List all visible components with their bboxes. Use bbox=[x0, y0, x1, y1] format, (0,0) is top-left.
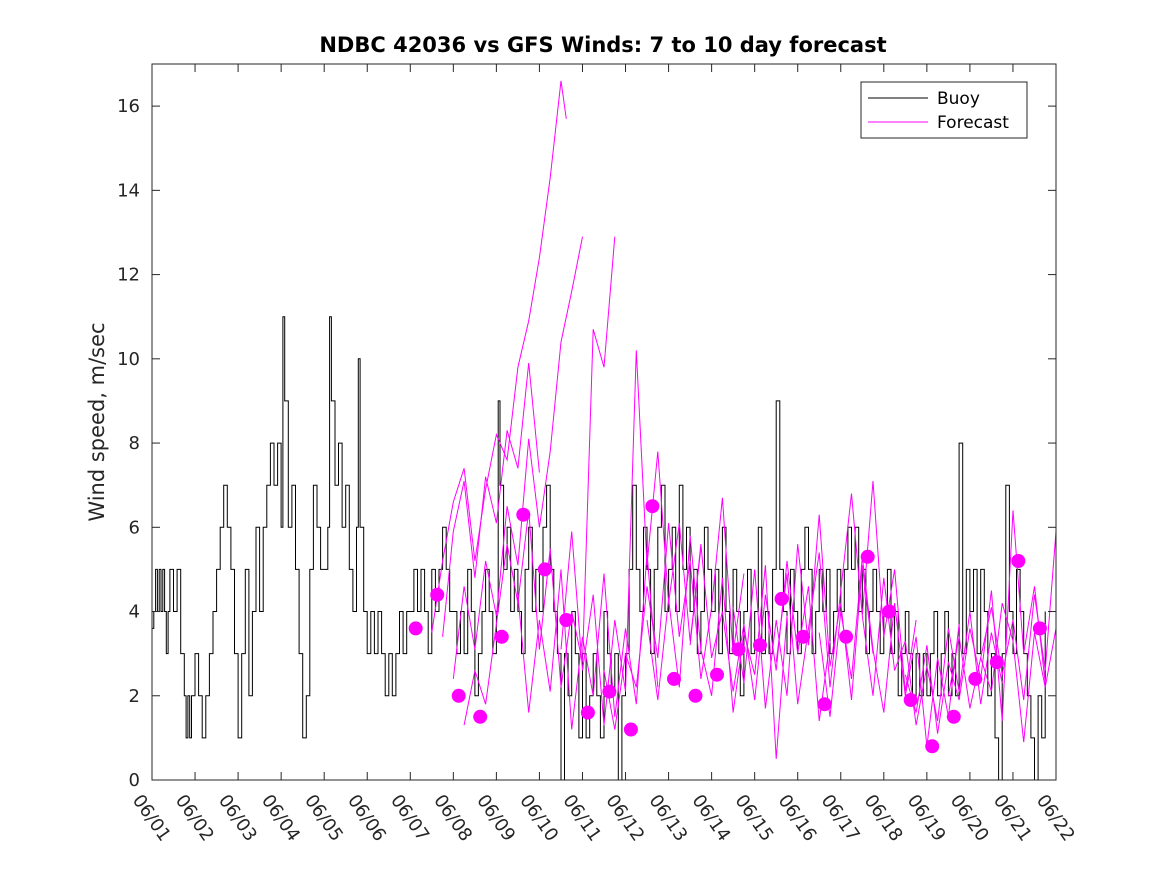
y-tick-label: 6 bbox=[129, 517, 140, 538]
forecast-marker bbox=[408, 621, 423, 636]
forecast-marker bbox=[430, 587, 445, 602]
forecast-marker bbox=[710, 667, 724, 682]
forecast-marker bbox=[817, 697, 832, 712]
forecast-marker bbox=[494, 629, 509, 644]
forecast-line bbox=[517, 552, 659, 730]
forecast-line bbox=[442, 362, 540, 637]
chart-title: NDBC 42036 vs GFS Winds: 7 to 10 day for… bbox=[319, 33, 886, 57]
forecast-line bbox=[980, 602, 1056, 743]
forecast-marker bbox=[753, 638, 767, 653]
forecast-line bbox=[603, 497, 745, 730]
y-tick-label: 16 bbox=[117, 96, 140, 117]
y-tick-label: 10 bbox=[117, 349, 140, 370]
legend-box bbox=[860, 81, 1028, 139]
forecast-marker bbox=[731, 642, 746, 657]
y-tick-label: 8 bbox=[129, 433, 140, 454]
forecast-line bbox=[431, 80, 567, 633]
forecast-marker bbox=[602, 684, 617, 699]
forecast-marker bbox=[559, 613, 574, 627]
data-layer bbox=[152, 80, 1056, 780]
y-tick-label: 0 bbox=[129, 770, 140, 791]
forecast-marker bbox=[537, 562, 552, 577]
forecast-marker bbox=[968, 671, 983, 686]
forecast-line bbox=[904, 510, 1046, 734]
forecast-marker bbox=[623, 722, 638, 737]
forecast-marker bbox=[451, 688, 466, 703]
forecast-line bbox=[947, 531, 1056, 709]
forecast-marker bbox=[839, 629, 854, 644]
forecast-marker bbox=[882, 604, 897, 619]
forecast-marker bbox=[796, 629, 811, 644]
forecast-marker bbox=[473, 709, 488, 724]
forecast-line bbox=[452, 236, 583, 679]
forecast-marker bbox=[688, 688, 703, 703]
y-tick-label: 14 bbox=[117, 180, 140, 201]
forecast-marker bbox=[516, 507, 531, 522]
forecast-marker bbox=[860, 549, 875, 564]
forecast-marker bbox=[667, 671, 681, 686]
axes-box bbox=[151, 63, 1057, 781]
legend: Buoy Forecast bbox=[860, 81, 1028, 139]
forecast-line bbox=[732, 514, 874, 709]
forecast-marker bbox=[645, 499, 660, 514]
forecast-marker bbox=[903, 693, 918, 707]
forecast-marker bbox=[1032, 621, 1047, 636]
legend-label-buoy: Buoy bbox=[937, 89, 980, 109]
forecast-marker bbox=[580, 705, 595, 720]
legend-label-forecast: Forecast bbox=[937, 113, 1009, 133]
forecast-line bbox=[818, 556, 960, 747]
y-tick-label: 12 bbox=[117, 265, 140, 286]
y-tick-label: 4 bbox=[129, 602, 140, 623]
forecast-line bbox=[775, 480, 917, 705]
forecast-marker bbox=[989, 655, 1004, 670]
forecast-marker bbox=[946, 709, 961, 724]
forecast-marker bbox=[774, 591, 789, 606]
y-axis-label: Wind speed, m/sec bbox=[85, 322, 109, 521]
forecast-marker bbox=[925, 739, 940, 754]
forecast-line bbox=[861, 577, 1003, 726]
forecast-line bbox=[463, 236, 616, 726]
forecast-marker bbox=[1011, 554, 1026, 568]
axes bbox=[151, 63, 1057, 781]
y-tick-label: 2 bbox=[129, 686, 140, 707]
forecast-line bbox=[560, 350, 702, 726]
